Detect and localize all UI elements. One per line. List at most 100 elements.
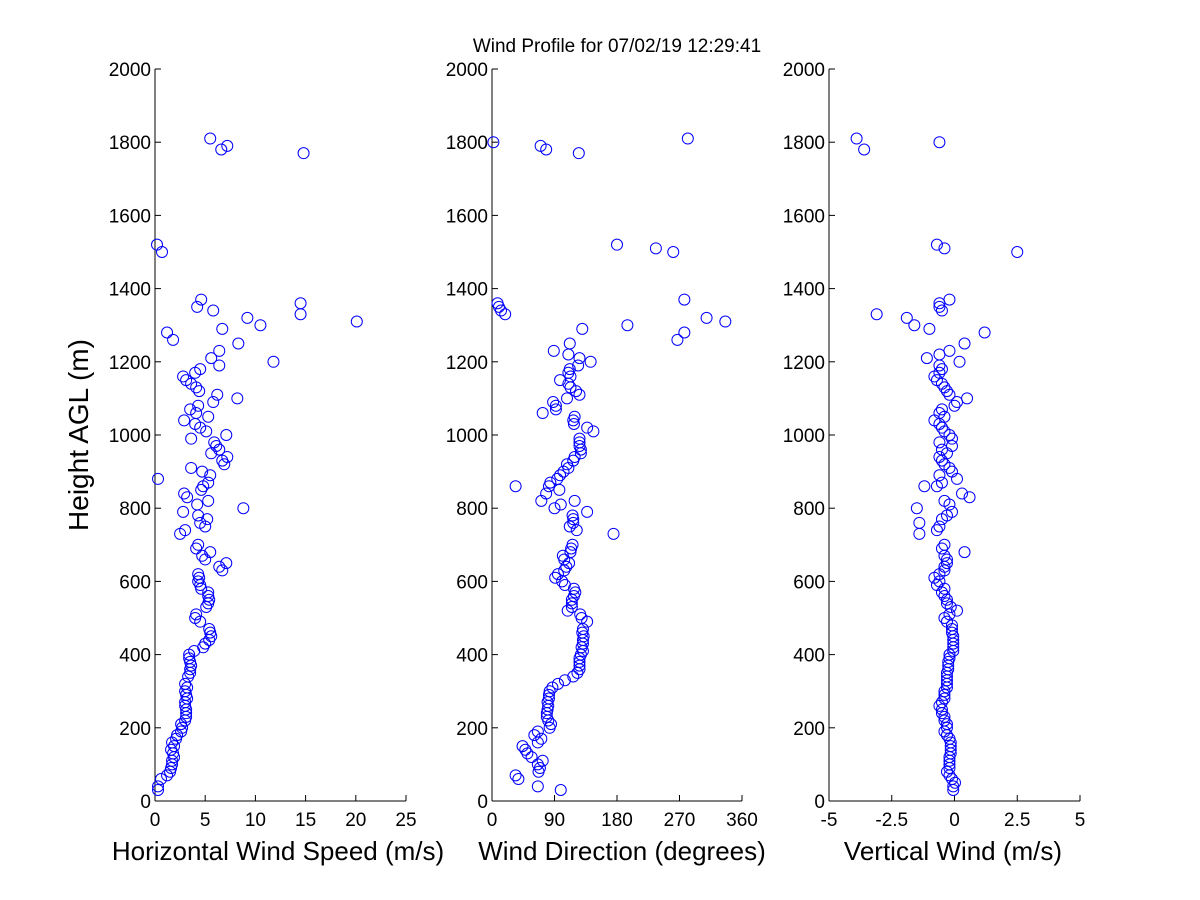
direction-y-tick-label: 800: [456, 499, 488, 520]
height-axis-title: Height AGL (m): [63, 339, 94, 531]
direction-data-point: [509, 480, 522, 493]
vertical-data-point: [1011, 246, 1024, 258]
speed-data-point: [213, 344, 226, 357]
direction-panel: 0 200 400 600 800 1000 1200 1400 1600 1800 2000 0 90…: [446, 60, 758, 831]
speed-data-point: [190, 407, 203, 420]
vertical-panel: 0 200 400 600 800 1000 1200 1400 1600 1800 2000 -5 -…: [783, 60, 1086, 831]
direction-data-point: [667, 246, 680, 258]
speed-data-point: [211, 388, 224, 401]
speed-data-point: [202, 410, 215, 423]
vertical-data-point: [943, 344, 956, 357]
direction-data-point: [549, 399, 562, 412]
speed-data-point: [213, 359, 226, 372]
vertical-data-point: [945, 432, 958, 445]
direction-data-point: [536, 407, 549, 420]
direction-data-point: [649, 242, 662, 255]
speed-data-point: [207, 304, 220, 317]
speed-data-point: [216, 564, 229, 577]
vertical-data-point: [963, 491, 976, 504]
vertical-data-point: [940, 615, 953, 628]
speed-y-tick-label: 1400: [109, 280, 151, 301]
vertical-data-point: [951, 604, 964, 617]
speed-y-tick-label: 800: [119, 499, 151, 520]
speed-data-point: [179, 524, 192, 537]
vertical-data-point: [858, 143, 871, 156]
speed-data-point: [192, 538, 205, 551]
vertical-data-point: [910, 502, 923, 515]
direction-data-point: [573, 352, 586, 365]
vertical-data-point: [938, 590, 951, 603]
speed-data-point: [151, 238, 164, 251]
vertical-data-point: [938, 381, 951, 394]
direction-data-point: [568, 494, 581, 507]
vertical-data-point: [943, 652, 956, 665]
direction-data-point: [551, 677, 564, 690]
direction-x-tick-label: 360: [726, 810, 758, 831]
speed-data-point: [165, 743, 178, 756]
speed-panel: 0 200 400 600 800 1000 1200 1400 1600 1800 2000 0 5 1…: [109, 60, 417, 831]
direction-data-point: [573, 388, 586, 401]
vertical-data-point: [943, 608, 956, 621]
direction-data-point: [499, 308, 512, 321]
vertical-data-point: [938, 714, 951, 727]
vertical-data-point: [938, 710, 951, 723]
vertical-y-tick-label: 600: [793, 572, 825, 593]
direction-data-point: [572, 359, 585, 372]
direction-data-point: [547, 396, 560, 409]
vertical-axis-title: Vertical Wind (m/s): [844, 836, 1062, 866]
speed-y-tick-label: 1200: [109, 353, 151, 374]
vertical-data-point: [938, 538, 951, 551]
direction-data-point: [568, 410, 581, 423]
direction-data-point: [567, 513, 580, 526]
speed-data-point: [221, 139, 234, 152]
speed-data-point: [196, 465, 209, 478]
direction-y-tick-label: 1200: [446, 353, 488, 374]
vertical-y-tick-label: 1400: [783, 280, 825, 301]
vertical-data-point: [930, 579, 943, 592]
speed-data-point: [232, 337, 245, 350]
vertical-data-point: [930, 524, 943, 537]
vertical-y-tick-label: 400: [793, 646, 825, 667]
vertical-data-point: [913, 516, 926, 529]
vertical-data-point: [978, 326, 991, 339]
speed-x-tick-label: 0: [150, 810, 161, 831]
direction-data-point: [607, 527, 620, 540]
speed-x-tick-label: 20: [345, 810, 366, 831]
vertical-x-tick-label: 2.5: [1004, 810, 1030, 831]
vertical-y-tick-label: 1600: [783, 206, 825, 227]
speed-data-point: [350, 315, 363, 328]
vertical-data-point: [870, 308, 883, 321]
speed-data-point: [193, 385, 206, 398]
direction-data-point: [487, 136, 500, 149]
vertical-data-point: [935, 304, 948, 317]
speed-y-tick-label: 1800: [109, 133, 151, 154]
speed-data-point: [200, 425, 213, 438]
speed-data-point: [161, 769, 174, 782]
speed-data-point: [177, 370, 190, 383]
vertical-data-point: [923, 322, 936, 335]
direction-y-tick-label: 400: [456, 646, 488, 667]
direction-data-point: [681, 132, 694, 145]
direction-data-point: [570, 524, 583, 537]
direction-data-point: [566, 509, 579, 522]
speed-data-point: [297, 147, 310, 160]
direction-data-point: [563, 337, 576, 350]
vertical-data-point: [850, 132, 863, 145]
speed-data-point: [178, 487, 191, 500]
direction-data-point: [567, 418, 580, 431]
speed-data-point: [213, 560, 226, 573]
figure-title: Wind Profile for 07/02/19 12:29:41: [473, 36, 761, 57]
vertical-y-tick-label: 1800: [783, 133, 825, 154]
speed-data-point: [204, 546, 217, 559]
speed-data-point: [185, 432, 198, 445]
speed-y-tick-label: 0: [140, 792, 151, 813]
direction-data-point: [512, 773, 525, 786]
direction-y-tick-label: 1000: [446, 426, 488, 447]
vertical-data-point: [943, 293, 956, 306]
speed-y-tick-label: 1600: [109, 206, 151, 227]
speed-data-point: [161, 326, 174, 339]
vertical-data-point: [938, 688, 951, 701]
direction-data-point: [567, 670, 580, 683]
vertical-data-point: [958, 337, 971, 350]
